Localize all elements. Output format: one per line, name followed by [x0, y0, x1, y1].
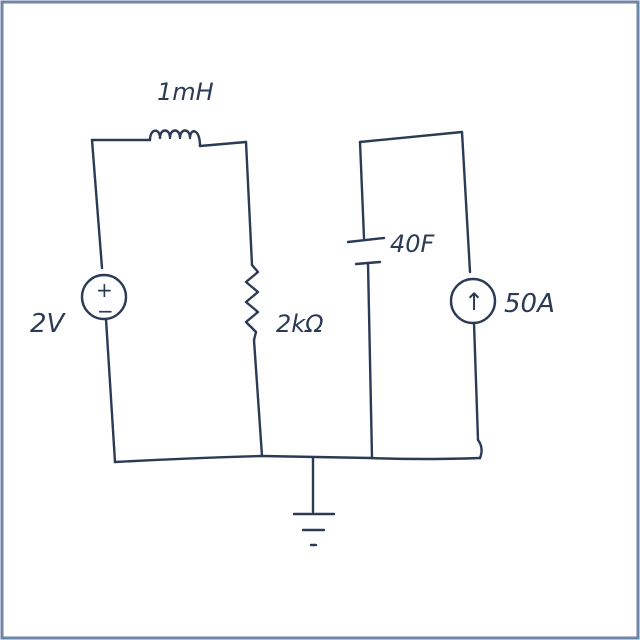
wire-bottom-right-hook [476, 438, 483, 460]
voltage-minus-sign: − [97, 299, 114, 323]
wire-right-upper [460, 130, 472, 274]
voltage-plus-sign: + [96, 278, 113, 302]
wire-cap-lower [366, 261, 374, 460]
current-source-label: 50A [504, 289, 555, 319]
wire-left-upper [90, 138, 104, 270]
wire-left-lower [104, 317, 117, 464]
capacitor-plate-top [346, 236, 386, 244]
wire-mid-lower [252, 338, 264, 458]
capacitor-label: 40F [390, 230, 436, 258]
resistor-label: 2kΩ [276, 310, 324, 338]
inductor-symbol [148, 129, 202, 148]
wire-right-lower [472, 321, 480, 442]
wire-bottom-right [368, 456, 482, 461]
resistor-symbol [244, 263, 260, 342]
wire-bottom-center [260, 454, 372, 460]
inductor-label: 1mH [157, 78, 214, 106]
wire-cap-upper [358, 140, 366, 240]
current-source-arrow: ↑ [464, 288, 484, 316]
wire-bottom-left [113, 454, 264, 464]
voltage-source-label: 2V [30, 309, 67, 339]
wire-top-right [198, 140, 248, 148]
voltage-source-symbol [80, 273, 128, 321]
wire-mid-upper [244, 140, 254, 267]
wire-top-right-loop [358, 130, 464, 144]
